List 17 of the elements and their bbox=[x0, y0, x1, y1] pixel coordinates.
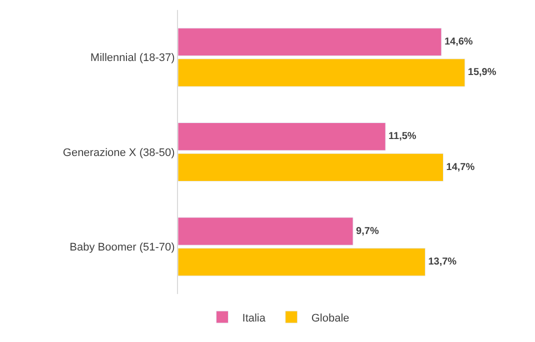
bar bbox=[178, 58, 466, 87]
legend-label: Italia bbox=[242, 312, 266, 324]
bar bbox=[178, 28, 442, 56]
data-label: 13,7% bbox=[428, 256, 457, 268]
data-label: 14,7% bbox=[446, 162, 475, 173]
y-tick-label: Baby Boomer (51-70) bbox=[70, 242, 175, 254]
data-label: 15,9% bbox=[468, 67, 496, 78]
bar bbox=[178, 217, 354, 246]
data-label: 11,5% bbox=[388, 131, 416, 142]
bar bbox=[178, 248, 426, 276]
legend-label: Globale bbox=[311, 312, 350, 324]
y-tick-label: Millennial (18-37) bbox=[90, 52, 175, 64]
data-label: 9,7% bbox=[356, 226, 379, 237]
bar bbox=[178, 153, 444, 182]
bar bbox=[178, 122, 386, 151]
data-label: 14,6% bbox=[444, 36, 473, 48]
y-tick-label: Generazione X (38-50) bbox=[62, 146, 175, 159]
